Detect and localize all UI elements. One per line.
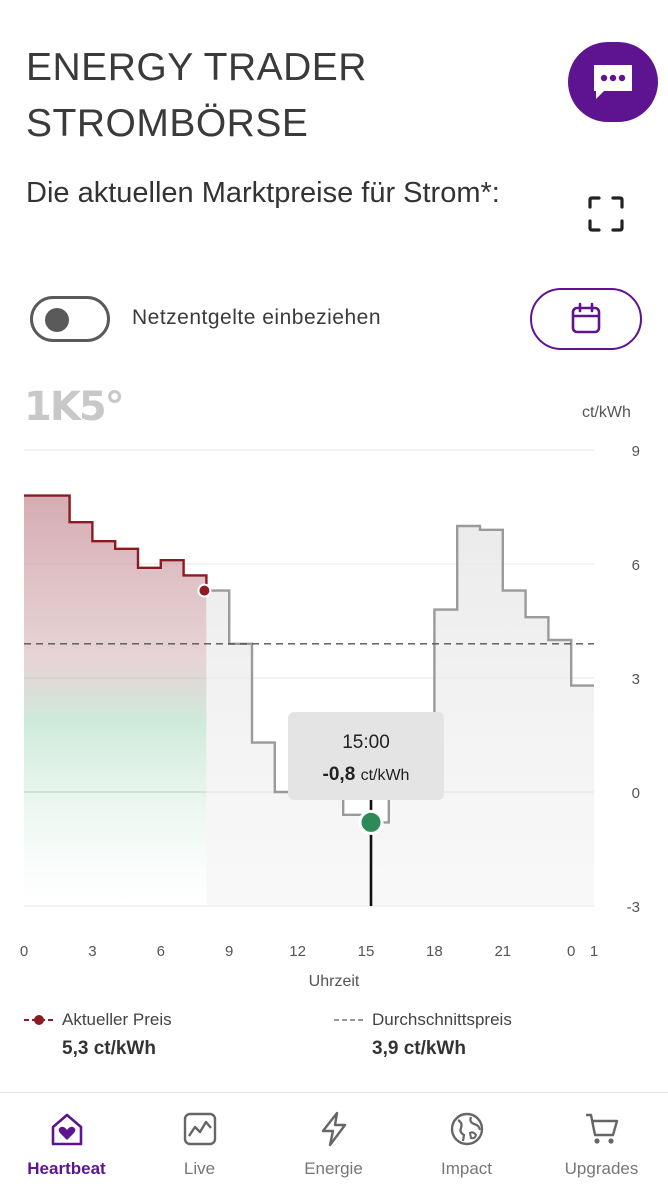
x-tick-label: 9	[225, 943, 233, 960]
fullscreen-icon[interactable]	[586, 194, 626, 234]
nav-label-heartbeat: Heartbeat	[27, 1159, 106, 1178]
toggle-knob	[45, 308, 69, 332]
y-tick-label: 9	[632, 443, 640, 460]
legend-current-value: 5,3 ct/kWh	[62, 1038, 156, 1059]
grid-fees-toggle-label: Netzentgelte einbeziehen	[132, 306, 382, 329]
y-axis-unit: ct/kWh	[582, 404, 631, 421]
x-tick-label: 6	[157, 943, 165, 960]
lightning-icon	[321, 1111, 346, 1147]
current-price-marker-icon	[24, 1015, 54, 1025]
legend-average-value: 3,9 ct/kWh	[372, 1038, 466, 1059]
brand-watermark: 1K5°	[24, 384, 125, 430]
nav-item-impact[interactable]: Impact	[400, 1093, 533, 1201]
tooltip-value: -0,8 ct/kWh	[323, 764, 410, 785]
tooltip-time: 15:00	[342, 732, 390, 753]
bottom-navigation: Heartbeat Live Energie Impact Upgrades	[0, 1092, 668, 1201]
chat-button[interactable]	[568, 42, 658, 122]
current-price-dot	[197, 583, 212, 598]
legend-current-label: Aktueller Preis	[62, 1010, 172, 1029]
nav-label-impact: Impact	[440, 1159, 493, 1178]
x-tick-label: 1	[590, 943, 598, 960]
title-line-2: STROMBÖRSE	[26, 102, 309, 145]
average-line-icon	[334, 1019, 364, 1021]
market-price-subtitle: Die aktuellen Marktpreise für Strom*:	[26, 177, 500, 209]
past-price-area	[24, 495, 207, 906]
home-heart-icon	[51, 1113, 82, 1146]
x-tick-label: 0	[567, 943, 575, 960]
y-tick-label: 6	[632, 557, 640, 574]
nav-item-upgrades[interactable]: Upgrades	[535, 1093, 668, 1201]
nav-item-live[interactable]: Live	[133, 1093, 266, 1201]
nav-item-energie[interactable]: Energie	[267, 1093, 400, 1201]
page-title: ENERGY TRADER STROMBÖRSE	[26, 40, 546, 152]
chart-icon	[183, 1112, 216, 1146]
x-tick-label: 21	[494, 943, 511, 960]
calendar-icon	[571, 302, 601, 334]
y-tick-label: 3	[632, 671, 640, 688]
x-tick-label: 15	[358, 943, 375, 960]
title-line-1: ENERGY TRADER	[26, 46, 367, 89]
nav-label-live: Live	[183, 1159, 216, 1178]
x-tick-label: 18	[426, 943, 443, 960]
nav-label-energie: Energie	[304, 1159, 363, 1178]
chat-bubble-dots-icon	[594, 65, 632, 99]
tooltip-box	[288, 712, 444, 800]
legend-average-label: Durchschnittspreis	[372, 1010, 512, 1029]
nav-item-heartbeat[interactable]: Heartbeat	[0, 1093, 133, 1201]
calendar-button[interactable]	[530, 288, 642, 350]
tooltip-value-unit: ct/kWh	[361, 767, 410, 784]
grid-fees-toggle[interactable]	[30, 296, 110, 342]
x-tick-label: 3	[88, 943, 96, 960]
x-tick-label: 0	[20, 943, 28, 960]
selected-price-dot	[358, 809, 384, 835]
past-price-line	[24, 494, 208, 591]
tooltip-value-number: -0,8	[323, 764, 361, 785]
y-tick-label: -3	[627, 899, 640, 916]
x-axis-label: Uhrzeit	[309, 973, 360, 990]
cart-icon	[585, 1113, 618, 1144]
globe-icon	[450, 1112, 483, 1146]
x-tick-label: 12	[289, 943, 306, 960]
future-price-area	[206, 526, 594, 906]
y-tick-label: 0	[632, 785, 640, 802]
nav-label-upgrades: Upgrades	[564, 1159, 639, 1178]
